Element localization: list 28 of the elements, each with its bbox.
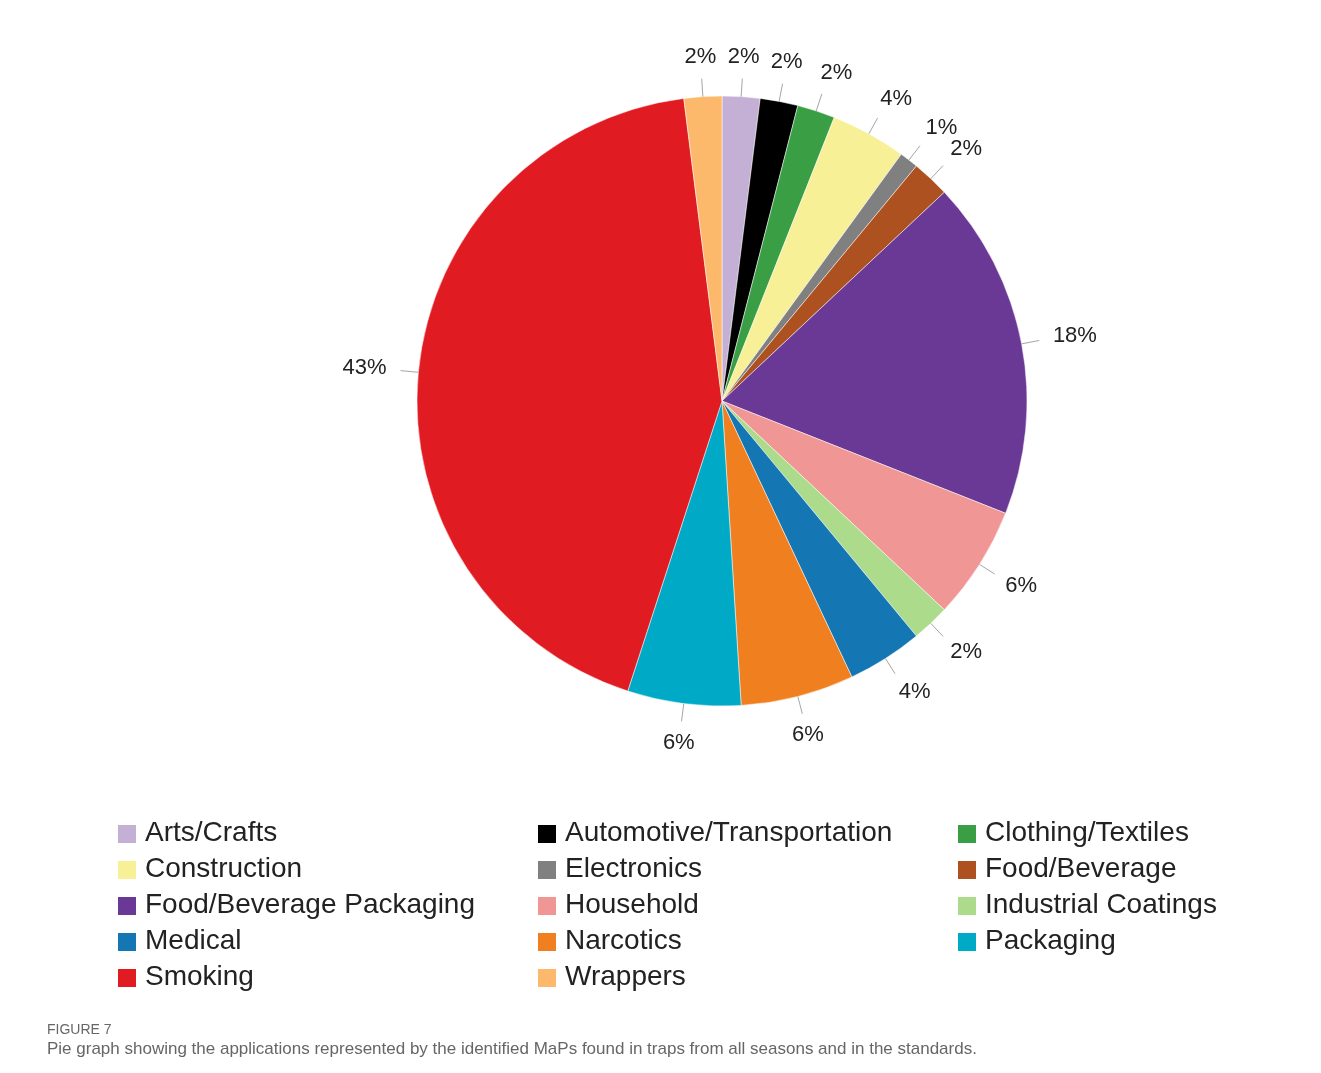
data-label: 18% (1052, 322, 1097, 348)
data-label: 43% (342, 354, 387, 380)
legend-label: Clothing/Textiles (985, 816, 1189, 848)
data-label: 6% (791, 720, 824, 746)
legend-label: Automotive/Transportation (565, 816, 893, 848)
text: Pie graph showing the applications represented by the identified MaPs found in traps from all seasons and in the standards. (47, 1039, 977, 1058)
legend-label: Food/Beverage (985, 852, 1177, 884)
data-label: 4% (898, 678, 931, 704)
data-label: 2% (727, 42, 760, 68)
legend-label: Wrappers (565, 960, 686, 992)
data-label: 2% (770, 47, 803, 73)
caption: FIGURE 7 (47, 1021, 112, 1037)
legend-label: Electronics (565, 852, 702, 884)
legend-label: Food/Beverage Packaging (145, 888, 475, 920)
data-label: 2% (684, 42, 717, 68)
data-label: 6% (1005, 571, 1038, 597)
legend-label: Arts/Crafts (145, 816, 278, 848)
data-label: 2% (820, 58, 853, 84)
data-label: 2% (950, 638, 982, 664)
legend-label: Narcotics (565, 924, 682, 956)
legend-label: Packaging (985, 924, 1116, 956)
legend-label: Household (565, 888, 699, 920)
data-label: 6% (662, 729, 695, 755)
legend-label: Construction (145, 852, 303, 884)
data-label: 4% (880, 84, 912, 110)
legend-label: Medical (145, 924, 242, 956)
legend-label: Industrial Coatings (985, 888, 1217, 920)
legend-label: Smoking (145, 960, 254, 992)
